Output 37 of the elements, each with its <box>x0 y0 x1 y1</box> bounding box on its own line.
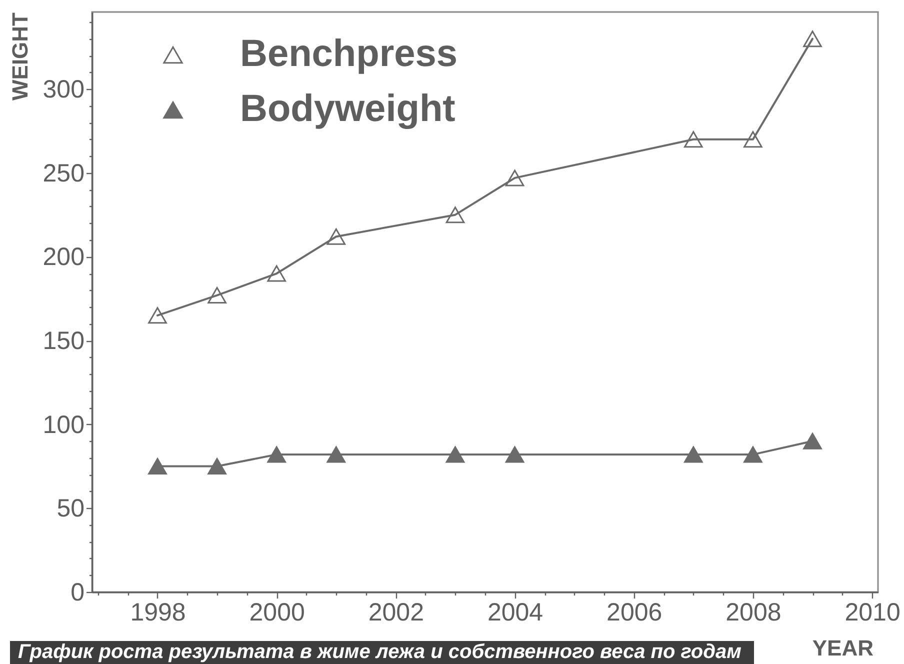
point <box>505 446 524 463</box>
point <box>684 446 703 463</box>
point <box>803 432 822 450</box>
legend-label: Bodyweight <box>240 88 456 130</box>
y-tick-label: 0 <box>70 578 84 606</box>
point <box>148 458 167 475</box>
y-tick-label: 250 <box>42 159 84 188</box>
point <box>446 446 465 463</box>
x-tick-label: 2004 <box>487 598 544 626</box>
y-tick-label: 300 <box>42 76 84 104</box>
y-tick-label: 100 <box>42 410 84 439</box>
y-tick-label: 50 <box>56 494 84 523</box>
x-tick-label: 2008 <box>726 598 782 626</box>
x-tick-label: 2010 <box>844 598 900 626</box>
point <box>148 307 167 324</box>
point <box>267 265 286 282</box>
point <box>744 131 762 148</box>
x-tick-label: 2002 <box>368 598 424 626</box>
point <box>803 30 822 48</box>
point <box>208 458 226 475</box>
y-axis-title: WEIGHT <box>8 12 32 100</box>
x-tick-label: 2000 <box>249 598 305 626</box>
point <box>208 287 226 304</box>
point <box>446 206 465 224</box>
x-tick-label: 2006 <box>606 598 662 626</box>
y-tick-label: 200 <box>42 243 84 272</box>
x-axis-title: YEAR <box>812 636 874 660</box>
point <box>326 446 346 463</box>
point <box>744 446 762 463</box>
y-tick-label: 150 <box>42 327 84 356</box>
point <box>684 131 703 148</box>
text: График роста результата в жиме лежа и собственного веса по годам <box>18 641 742 663</box>
point <box>267 446 286 463</box>
point <box>326 228 346 245</box>
point <box>505 170 524 186</box>
legend-label: Benchpress <box>240 33 458 75</box>
x-tick-label: 1998 <box>130 598 186 626</box>
